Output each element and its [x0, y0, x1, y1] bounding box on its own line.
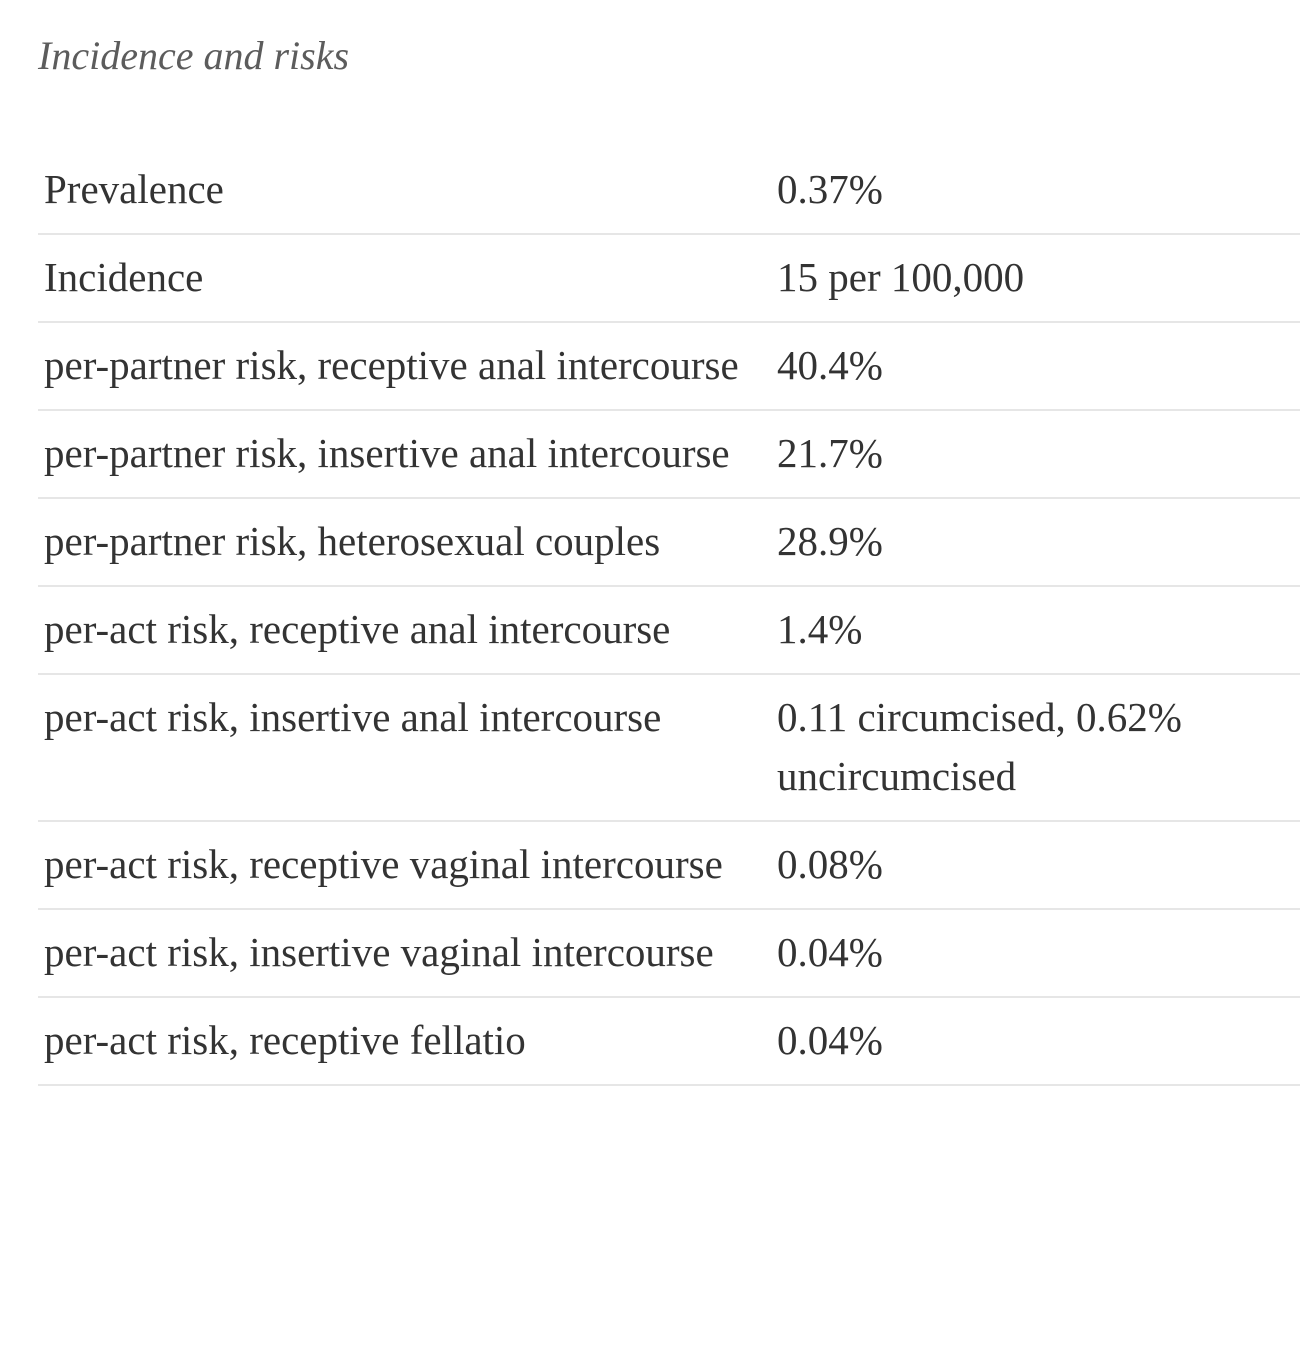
- row-label: per-act risk, receptive anal intercourse: [44, 606, 671, 652]
- row-value: 0.08%: [777, 841, 883, 887]
- row-value: 21.7%: [777, 430, 883, 476]
- row-label: per-act risk, insertive anal intercourse: [44, 694, 662, 740]
- row-label: per-act risk, insertive vaginal intercou…: [44, 929, 714, 975]
- table-row: Incidence 15 per 100,000: [38, 234, 1300, 322]
- table-row: per-act risk, insertive vaginal intercou…: [38, 909, 1300, 997]
- row-label: per-act risk, receptive fellatio: [44, 1017, 526, 1063]
- row-label: Incidence: [44, 254, 204, 300]
- row-value: 40.4%: [777, 342, 883, 388]
- row-value: 0.11 circumcised, 0.62% uncircumcised: [777, 694, 1182, 799]
- row-value: 0.04%: [777, 1017, 883, 1063]
- table-row: Prevalence 0.37%: [38, 147, 1300, 234]
- row-value: 0.04%: [777, 929, 883, 975]
- table-row: per-act risk, insertive anal intercourse…: [38, 674, 1300, 821]
- table-row: per-partner risk, heterosexual couples 2…: [38, 498, 1300, 586]
- incidence-risk-table: Prevalence 0.37% Incidence 15 per 100,00…: [38, 147, 1300, 1086]
- table-row: per-partner risk, receptive anal interco…: [38, 322, 1300, 410]
- row-label: per-partner risk, receptive anal interco…: [44, 342, 739, 388]
- row-label: per-partner risk, heterosexual couples: [44, 518, 661, 564]
- table-row: per-partner risk, insertive anal interco…: [38, 410, 1300, 498]
- row-value: 28.9%: [777, 518, 883, 564]
- table-row: per-act risk, receptive fellatio 0.04%: [38, 997, 1300, 1085]
- row-label: per-partner risk, insertive anal interco…: [44, 430, 730, 476]
- table-caption: Incidence and risks: [38, 33, 350, 78]
- row-label: per-act risk, receptive vaginal intercou…: [44, 841, 723, 887]
- row-label: Prevalence: [44, 166, 224, 212]
- table-row: per-act risk, receptive anal intercourse…: [38, 586, 1300, 674]
- row-value: 15 per 100,000: [777, 254, 1025, 300]
- row-value: 0.37%: [777, 166, 883, 212]
- row-value: 1.4%: [777, 606, 863, 652]
- table-row: per-act risk, receptive vaginal intercou…: [38, 821, 1300, 909]
